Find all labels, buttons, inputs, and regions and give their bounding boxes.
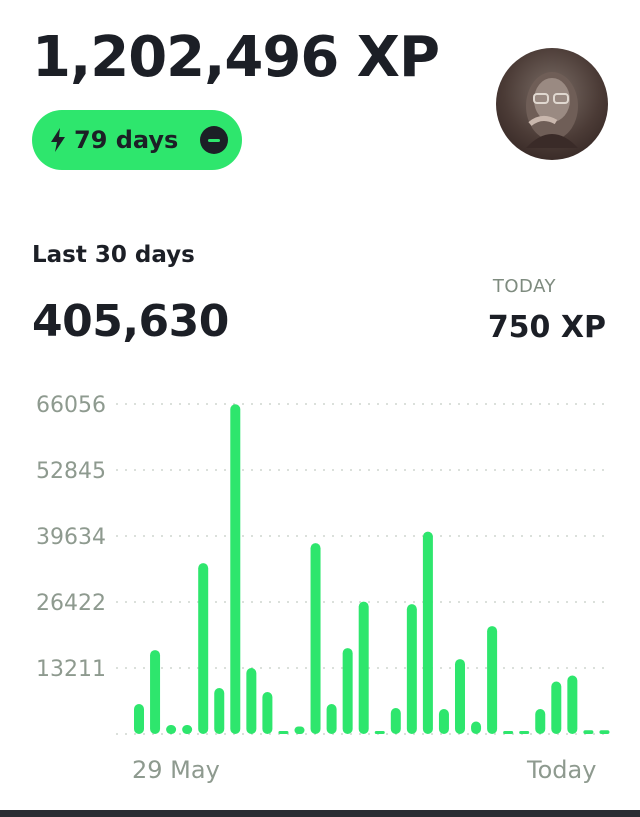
lightning-icon: [51, 128, 65, 152]
today-xp: 750 XP: [487, 310, 606, 345]
xp-bar-chart: 13211 26422 39634 52845 66056: [36, 393, 610, 735]
minus-icon[interactable]: [200, 126, 228, 154]
chart-bar[interactable]: [214, 688, 225, 734]
chart-bar[interactable]: [326, 704, 337, 734]
streak-days: 79 days: [74, 126, 179, 154]
chart-bar[interactable]: [422, 531, 433, 734]
x-start-label: 29 May: [132, 756, 220, 784]
y-tick-label: 39634: [36, 525, 106, 550]
chart-bar[interactable]: [535, 709, 546, 734]
chart-bar[interactable]: [230, 404, 241, 734]
chart-bar[interactable]: [406, 604, 417, 734]
chart-bar[interactable]: [246, 668, 257, 734]
chart-bar[interactable]: [438, 709, 449, 734]
chart-bar[interactable]: [487, 626, 498, 734]
chart-bar[interactable]: [150, 650, 161, 734]
chart-bar[interactable]: [455, 659, 465, 734]
period-total: 405,630: [32, 296, 229, 347]
chart-bar[interactable]: [310, 543, 321, 734]
chart-bar[interactable]: [374, 731, 385, 734]
chart-bar[interactable]: [567, 675, 578, 734]
y-tick-label: 26422: [36, 591, 106, 616]
chart-bar[interactable]: [519, 731, 530, 734]
bottom-edge: [0, 810, 640, 817]
y-tick-label: 13211: [36, 657, 106, 682]
chart-bar[interactable]: [262, 692, 273, 734]
chart-bar[interactable]: [358, 601, 369, 734]
y-tick-label: 52845: [36, 459, 106, 484]
streak-badge[interactable]: 79 days: [32, 110, 242, 170]
chart-bar[interactable]: [503, 731, 514, 734]
chart-bar[interactable]: [342, 648, 353, 734]
chart-bar[interactable]: [198, 563, 209, 734]
chart-bar[interactable]: [134, 704, 144, 734]
chart-bar[interactable]: [294, 726, 305, 734]
chart-bar[interactable]: [471, 721, 482, 734]
chart-bar[interactable]: [182, 725, 193, 734]
chart-bar[interactable]: [390, 708, 401, 734]
chart-bar[interactable]: [583, 730, 594, 734]
chart-bar[interactable]: [551, 681, 562, 734]
y-tick-label: 66056: [36, 393, 106, 418]
today-label: TODAY: [492, 276, 556, 297]
avatar-portrait: [526, 72, 578, 148]
avatar[interactable]: [496, 48, 608, 160]
total-xp: 1,202,496 XP: [32, 25, 440, 90]
period-label: Last 30 days: [32, 242, 195, 268]
chart-bar[interactable]: [599, 730, 610, 734]
x-end-label: Today: [527, 756, 597, 784]
chart-bar[interactable]: [166, 725, 177, 734]
chart-bar[interactable]: [278, 731, 289, 734]
